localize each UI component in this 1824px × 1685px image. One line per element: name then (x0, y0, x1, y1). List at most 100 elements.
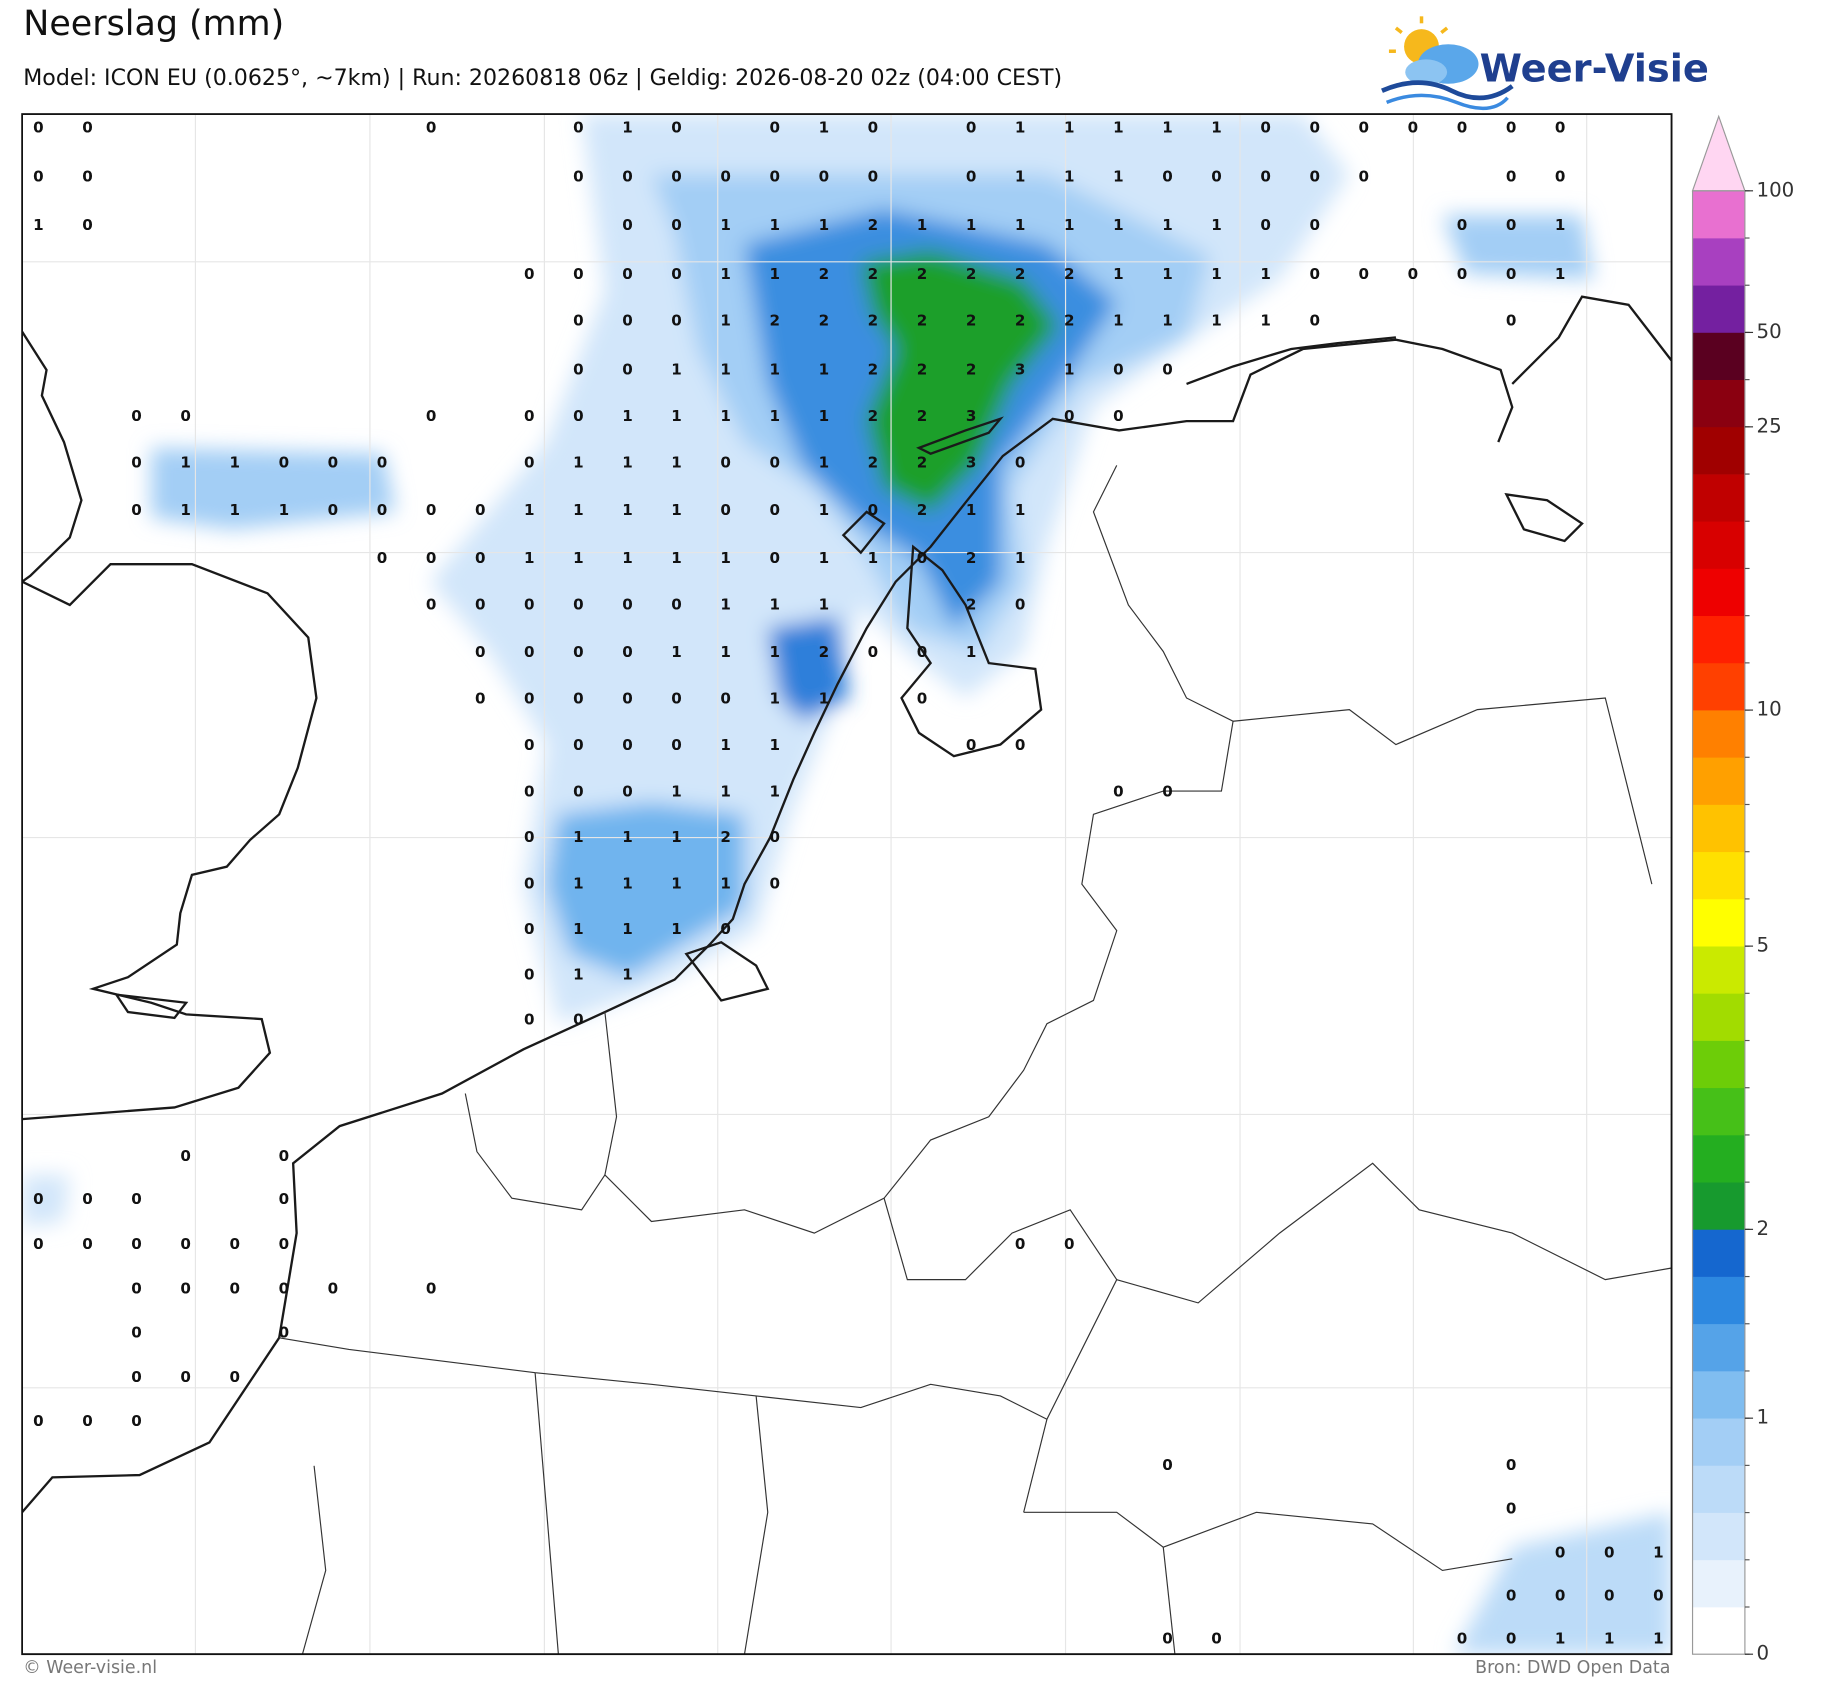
grid-value: 0 (377, 501, 388, 519)
grid-value: 0 (475, 643, 486, 661)
grid-value: 0 (573, 167, 584, 185)
footer-right: Bron: DWD Open Data (1475, 1658, 1670, 1678)
grid-value: 2 (917, 265, 928, 283)
grid-value: 1 (769, 783, 780, 801)
grid-value: 0 (671, 690, 682, 708)
colorbar-bin (1692, 1182, 1745, 1230)
grid-value: 0 (180, 1147, 191, 1165)
grid-value: 0 (475, 595, 486, 613)
grid-value: 0 (229, 1368, 240, 1386)
grid-value: 1 (671, 407, 682, 425)
grid-value: 1 (1113, 265, 1124, 283)
grid-value: 0 (1359, 167, 1370, 185)
grid-value: 0 (1359, 119, 1370, 137)
grid-value: 0 (33, 1190, 44, 1208)
grid-value: 0 (131, 1412, 142, 1430)
grid-value: 2 (917, 407, 928, 425)
grid-value: 0 (1211, 167, 1222, 185)
colorbar-tick-label: 1 (1757, 1406, 1770, 1429)
grid-value: 1 (180, 501, 191, 519)
grid-value: 0 (769, 875, 780, 893)
title: Neerslag (mm) (23, 4, 284, 44)
grid-value: 1 (1211, 312, 1222, 330)
grid-value: 1 (671, 360, 682, 378)
grid-value: 0 (966, 736, 977, 754)
grid-value: 1 (966, 643, 977, 661)
map: 0 0 0 0 1 0 0 1 0 0 1 1 1 1 1 0 0 0 0 0 0 0 0 0 0 0 0 0 0 0 0 0 1 1 1 0 0 0 0 0… (22, 114, 1672, 1655)
colorbar-tick-label: 10 (1757, 698, 1782, 721)
footer-left: © Weer-visie.nl (23, 1658, 157, 1678)
colorbar-bin (1692, 1418, 1745, 1466)
grid-value: 0 (1162, 783, 1173, 801)
grid-value: 1 (180, 454, 191, 472)
grid-value: 0 (1457, 119, 1468, 137)
grid-value: 0 (573, 265, 584, 283)
grid-value: 3 (1015, 360, 1026, 378)
colorbar-bin (1692, 1512, 1745, 1561)
subtitle: Model: ICON EU (0.0625°, ~7km) | Run: 20… (23, 65, 1062, 91)
colorbar-bin (1692, 568, 1745, 617)
colorbar-bin (1692, 1323, 1745, 1372)
grid-value: 0 (1506, 265, 1517, 283)
grid-value: 1 (819, 595, 830, 613)
grid-value: 0 (671, 216, 682, 234)
grid-value: 0 (524, 736, 535, 754)
colorbar-bin (1692, 1134, 1745, 1183)
grid-value: 0 (720, 920, 731, 938)
grid-value: 1 (1211, 216, 1222, 234)
grid-value: 0 (769, 454, 780, 472)
grid-value: 1 (769, 736, 780, 754)
grid-value: 0 (82, 119, 93, 137)
grid-value: 0 (377, 454, 388, 472)
grid-value: 0 (1506, 1456, 1517, 1474)
grid-value: 2 (966, 360, 977, 378)
grid-value: 0 (1162, 1630, 1173, 1648)
grid-value: 2 (868, 407, 879, 425)
grid-value: 0 (82, 1235, 93, 1253)
grid-value: 0 (1015, 736, 1026, 754)
colorbar-bin (1692, 285, 1745, 333)
grid-value: 1 (819, 216, 830, 234)
logo-text: Weer-Visie (1480, 46, 1709, 91)
grid-value: 0 (1309, 119, 1320, 137)
grid-value: 0 (769, 119, 780, 137)
colorbar-bin (1692, 190, 1745, 239)
grid-value: 0 (671, 119, 682, 137)
grid-value: 2 (917, 501, 928, 519)
grid-value: 1 (671, 454, 682, 472)
grid-value: 1 (720, 875, 731, 893)
grid-value: 0 (377, 549, 388, 567)
grid-value: 0 (475, 690, 486, 708)
grid-value: 1 (769, 690, 780, 708)
grid-value: 0 (573, 312, 584, 330)
grid-value: 0 (1506, 312, 1517, 330)
grid-value: 1 (671, 549, 682, 567)
grid-value: 0 (33, 167, 44, 185)
colorbar-bin (1692, 426, 1745, 475)
grid-value: 2 (966, 312, 977, 330)
precip-shading (22, 114, 1672, 1655)
grid-value: 0 (229, 1279, 240, 1297)
grid-value: 1 (622, 549, 633, 567)
colorbar-extend (1691, 114, 1746, 192)
grid-value: 0 (475, 501, 486, 519)
grid-value: 1 (1555, 265, 1566, 283)
grid-value: 0 (622, 312, 633, 330)
grid-value: 0 (524, 965, 535, 983)
grid-value: 1 (966, 501, 977, 519)
grid-value: 0 (819, 167, 830, 185)
grid-value: 2 (720, 828, 731, 846)
grid-value: 1 (819, 407, 830, 425)
grid-value: 0 (524, 265, 535, 283)
grid-value: 0 (1457, 216, 1468, 234)
grid-value: 0 (573, 690, 584, 708)
grid-value: 0 (131, 454, 142, 472)
grid-value: 0 (622, 167, 633, 185)
colorbar-bin (1692, 1087, 1745, 1136)
grid-value: 1 (671, 783, 682, 801)
colorbar-bin (1692, 238, 1745, 286)
grid-value: 0 (279, 1190, 290, 1208)
grid-value: 0 (426, 549, 437, 567)
map-frame (21, 113, 1673, 1656)
